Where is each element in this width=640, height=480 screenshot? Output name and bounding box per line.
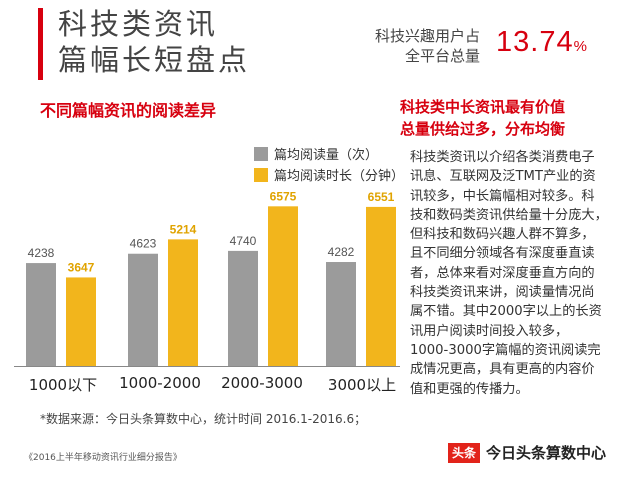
legend-label-reads: 篇均阅读量（次） bbox=[274, 148, 379, 163]
category-label: 2000-3000 bbox=[221, 374, 303, 392]
body-line: 值和更强的传播力。 bbox=[410, 381, 529, 397]
body-line: 技和数码类资讯供给量十分庞大， bbox=[410, 207, 608, 223]
body-line: 者，总体来看对深度垂直方向的 bbox=[410, 265, 595, 281]
body-line: 成情况更高，具有更高的内容价 bbox=[410, 362, 595, 378]
bar-duration bbox=[268, 206, 298, 366]
panel-title-line1: 科技类中长资讯最有价值 bbox=[400, 98, 566, 116]
page-title-line2: 篇幅长短盘点 bbox=[58, 43, 251, 77]
body-line: 但科技和数码兴趣人群不算多， bbox=[410, 227, 595, 243]
bar-duration bbox=[366, 206, 396, 366]
stat-value: 13.74% bbox=[496, 26, 588, 59]
bar-duration bbox=[66, 277, 96, 366]
bar-reads bbox=[128, 253, 158, 366]
category-label: 3000以上 bbox=[327, 376, 397, 394]
data-label: 6551 bbox=[368, 190, 395, 204]
body-line: 属不错。其中2000字以上的长资 bbox=[410, 304, 602, 320]
stat-label-line1: 科技兴趣用户占 bbox=[374, 27, 480, 45]
data-label: 3647 bbox=[68, 260, 95, 274]
bar-reads bbox=[228, 250, 258, 366]
data-label: 4238 bbox=[28, 246, 55, 260]
chart-title: 不同篇幅资讯的阅读差异 bbox=[40, 101, 217, 120]
body-line: 讯较多，中长篇幅相对较多。科 bbox=[410, 188, 595, 204]
category-label: 1000以下 bbox=[28, 376, 98, 394]
stat-label-line2: 全平台总量 bbox=[404, 47, 480, 65]
legend-label-duration: 篇均阅读时长（分钟） bbox=[274, 169, 405, 184]
body-line: 科技类资讯来讲，阅读量情况尚 bbox=[410, 285, 595, 301]
body-line: 讯息、互联网及泛TMT产业的资 bbox=[410, 169, 596, 185]
bar-reads bbox=[326, 262, 356, 366]
body-line: 且不同细分领域各有深度垂直读 bbox=[410, 246, 595, 262]
stat-unit: % bbox=[573, 38, 588, 55]
body-line: 科技类资讯以介绍各类消费电子 bbox=[410, 150, 595, 165]
legend-item-reads: 篇均阅读量（次） bbox=[254, 143, 404, 164]
brand-name: 今日头条算数中心 bbox=[486, 444, 607, 462]
stat-number: 13.74 bbox=[496, 26, 574, 58]
bar-reads bbox=[26, 263, 56, 366]
legend-item-duration: 篇均阅读时长（分钟） bbox=[254, 164, 404, 185]
data-label: 4282 bbox=[328, 245, 355, 259]
data-source-footnote: *数据来源：今日头条算数中心，统计时间 2016.1-2016.6； bbox=[40, 412, 367, 426]
page-title-line1: 科技类资讯 bbox=[58, 7, 219, 41]
title-accent-bar bbox=[38, 8, 43, 80]
data-label: 6575 bbox=[270, 189, 297, 203]
legend-swatch-duration bbox=[254, 167, 268, 182]
category-label: 1000-2000 bbox=[119, 374, 201, 392]
brand-logo: 头条 今日头条算数中心 bbox=[448, 442, 606, 463]
panel-body-text: 科技类资讯以介绍各类消费电子 讯息、互联网及泛TMT产业的资 讯较多，中长篇幅相… bbox=[410, 148, 626, 399]
body-line: 1000-3000字篇幅的资讯阅读完 bbox=[410, 342, 601, 358]
data-label: 5214 bbox=[170, 222, 197, 236]
report-source: 《2016上半年移动资讯行业细分报告》 bbox=[24, 453, 182, 463]
chart-legend: 篇均阅读量（次） 篇均阅读时长（分钟） bbox=[254, 143, 404, 185]
data-label: 4623 bbox=[130, 237, 157, 251]
toutiao-logo-icon: 头条 bbox=[448, 442, 481, 463]
data-label: 4740 bbox=[230, 234, 257, 248]
bar-duration bbox=[168, 239, 198, 366]
legend-swatch-reads bbox=[254, 146, 268, 161]
panel-title-line2: 总量供给过多，分布均衡 bbox=[400, 120, 566, 138]
body-line: 讯用户阅读时间投入较多， bbox=[410, 323, 569, 339]
